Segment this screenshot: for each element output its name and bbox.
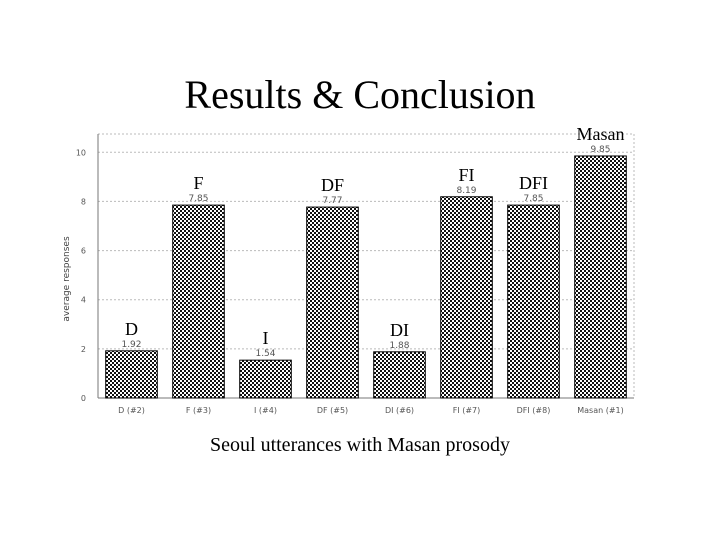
bar-name-label: DFI: [519, 173, 548, 193]
bar-value-label: 1.54: [255, 349, 275, 359]
bar-name-label: F: [193, 173, 203, 193]
bar-value-label: 1.88: [389, 341, 409, 351]
bars: [105, 155, 627, 399]
bar-value-label: 9.85: [590, 145, 610, 155]
bar: [440, 196, 493, 399]
x-tick-label: DF (#5): [317, 406, 348, 415]
x-tick-label: DFI (#8): [517, 406, 551, 415]
bar-name-label: DF: [321, 175, 344, 195]
bar-value-label: 7.85: [523, 194, 543, 204]
bar: [574, 155, 627, 399]
x-tick-label: F (#3): [186, 406, 211, 415]
bar-value-label: 1.92: [121, 340, 141, 350]
bar-chart: 0 2 4 6 8 10 average responses 1.92 D D (#2) 7.85 F…: [58, 128, 648, 434]
bar: [306, 206, 359, 399]
bar-name-label: I: [263, 328, 269, 348]
bar-value-label: 7.85: [188, 194, 208, 204]
y-tick-label: 6: [81, 247, 86, 256]
bar-value-label: 7.77: [322, 196, 342, 206]
bar: [373, 351, 426, 399]
y-tick-label: 2: [81, 345, 86, 354]
bar-name-label: DI: [390, 320, 409, 340]
bar: [172, 204, 225, 399]
bar-name-label: FI: [458, 165, 474, 185]
x-tick-label: I (#4): [254, 406, 277, 415]
bar-value-label: 8.19: [456, 186, 476, 196]
x-tick-label: FI (#7): [453, 406, 481, 415]
y-tick-label: 4: [81, 296, 86, 305]
bar: [507, 204, 560, 399]
slide-title: Results & Conclusion: [184, 72, 536, 117]
y-tick-label: 10: [76, 148, 86, 157]
x-tick-label: DI (#6): [385, 406, 414, 415]
chart-caption: Seoul utterances with Masan prosody: [210, 434, 510, 456]
y-tick-label: 0: [81, 394, 86, 403]
y-tick-label: 8: [81, 197, 86, 206]
bar-name-label: Masan: [577, 128, 625, 144]
bar: [105, 350, 158, 399]
bar: [239, 359, 292, 399]
bar-name-label: D: [125, 319, 138, 339]
x-tick-label: D (#2): [118, 406, 145, 415]
x-tick-label: Masan (#1): [577, 406, 624, 415]
y-axis-title: average responses: [62, 236, 72, 322]
